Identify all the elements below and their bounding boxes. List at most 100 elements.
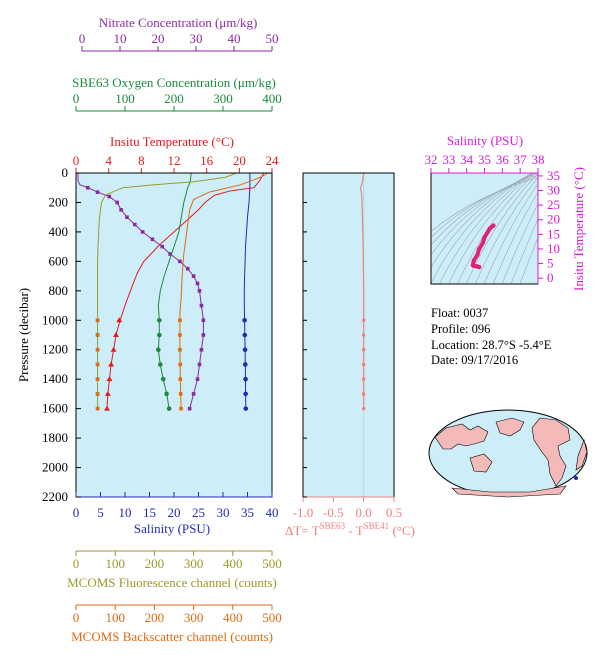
salinity-marker-6 [243, 406, 249, 411]
nitrate-concentration-marker-18 [201, 333, 206, 337]
salinity-line [243, 173, 251, 409]
info-profile: Profile: 096 [431, 322, 490, 336]
mcoms-backscatter-channel-marker-3 [95, 362, 100, 367]
sbe63-oxygen-concentration-marker-4 [160, 376, 166, 382]
nitrate-concentration-marker-16 [199, 303, 204, 308]
ts-temperature-tick-label-0: 0 [547, 270, 554, 285]
delta-plot-axes: -1.0 -0.5 0.0 0.5 [293, 172, 402, 520]
salinity-marker-2 [242, 347, 248, 353]
ts-salinity-tick-label-4: 36 [496, 152, 510, 167]
backscatter-axis-tick-label-0: 0 [73, 610, 80, 625]
temperature-axis-tick-label-0: 0 [73, 153, 80, 168]
info-date: Date: 09/17/2016 [431, 353, 518, 367]
sbe63-oxygen-concentration-marker-6 [166, 406, 172, 411]
insitu-temperature-marker-4 [106, 376, 113, 382]
ts-isopycnal-15 [519, 236, 538, 284]
fluorescence-axis-tick-label-0: 0 [73, 556, 80, 571]
delta-marker-3 [361, 362, 366, 367]
nitrate-axis-tick-label-3: 30 [190, 31, 203, 46]
nitrate-concentration-marker-7 [140, 230, 145, 234]
temperature-axis-tick-label-4: 16 [200, 153, 214, 168]
oxygen-axis-tick-label-2: 200 [164, 91, 184, 106]
salinity-axis-tick-label-2: 10 [119, 505, 132, 520]
ts-salinity-axis-title: Salinity (PSU) [447, 133, 523, 148]
insitu-temperature-marker-0 [116, 317, 123, 323]
delta-title-part-0: ΔT= T [285, 523, 320, 538]
sbe63-oxygen-concentration-marker-1 [157, 332, 162, 338]
fluorescence-axis-tick-label-1: 100 [105, 556, 125, 571]
ts-isopycnal-lines [431, 173, 538, 284]
nitrate-concentration-marker-8 [150, 237, 155, 242]
insitu-temperature-marker-2 [110, 346, 117, 352]
nitrate-concentration-marker-3 [115, 200, 119, 205]
map-landmass-australia [469, 453, 493, 473]
temperature-axis-tick-label-6: 24 [266, 153, 280, 168]
nitrate-concentration-marker-6 [133, 222, 137, 227]
ts-point-3 [482, 235, 487, 240]
insitu-temperature-marker-1 [113, 332, 120, 337]
pressure-axis-tick-label-6: 1200 [42, 342, 68, 357]
pressure-axis-tick-label-1: 200 [49, 194, 69, 209]
pressure-axis-tick-label-10: 2000 [42, 460, 68, 475]
ts-temperature-tick-label-7: 35 [547, 168, 560, 183]
temperature-axis-tick-label-1: 4 [105, 153, 112, 168]
insitu-temperature-line [106, 172, 265, 409]
pressure-axis-tick-label-9: 1800 [42, 430, 68, 445]
delta-axis-tick-label-2: 0.0 [356, 505, 372, 520]
fluorescence-axis-tick-label-2: 200 [145, 556, 165, 571]
map-landmass-americas [531, 417, 571, 487]
mcoms-backscatter-channel-marker-1 [95, 333, 100, 337]
delta-axis-tick-label-1: -0.5 [323, 505, 344, 520]
ts-salinity-tick-label-0: 32 [425, 152, 438, 167]
oxygen-axis-tick-label-4: 400 [262, 91, 282, 106]
delta-marker-5 [361, 392, 366, 396]
mcoms-backscatter-channel-marker-8 [178, 333, 182, 337]
ts-isopycnal-6 [439, 173, 533, 284]
nitrate-concentration-marker-15 [197, 289, 202, 293]
pressure-axis-tick-label-4: 800 [49, 283, 69, 298]
ts-salinity-tick-label-2: 34 [460, 152, 474, 167]
ts-point-4 [480, 240, 485, 246]
ts-point-11 [476, 264, 482, 270]
ts-isopycnal-0 [431, 176, 538, 232]
mcoms-backscatter-channel-marker-0 [95, 318, 100, 323]
temperature-axis-tick-label-5: 20 [233, 153, 246, 168]
delta-line [359, 172, 365, 409]
world-map [428, 409, 588, 498]
nitrate-axis-tick-label-0: 0 [79, 31, 86, 46]
map-landmass-africa [575, 438, 588, 471]
mcoms-backscatter-channel-marker-4 [95, 377, 100, 381]
nitrate-concentration-marker-20 [197, 362, 202, 367]
main-plot-series [77, 172, 269, 411]
temperature-axis-title: Insitu Temperature (°C) [110, 134, 234, 149]
ts-salinity-tick-label-3: 35 [478, 152, 491, 167]
map-landmass-antarctica [451, 485, 567, 498]
delta-plot-background [303, 173, 394, 497]
oxygen-axis-title: SBE63 Oxygen Concentration (μm/kg) [72, 75, 276, 90]
nitrate-concentration-marker-23 [187, 406, 192, 411]
temperature-axis-tick-label-3: 12 [168, 153, 181, 168]
nitrate-concentration-marker-0 [85, 185, 90, 190]
ts-temperature-tick-label-1: 5 [547, 256, 554, 271]
nitrate-axis-tick-label-5: 50 [266, 31, 279, 46]
ts-isopycnal-8 [457, 173, 537, 284]
nitrate-concentration-marker-12 [185, 266, 190, 271]
delta-marker-2 [361, 347, 366, 352]
mcoms-backscatter-channel-marker-5 [95, 392, 100, 396]
delta-marker-1 [361, 333, 366, 337]
oxygen-axis-tick-label-3: 300 [213, 91, 233, 106]
oxygen-axis-tick-label-1: 100 [115, 91, 135, 106]
pressure-axis-tick-label-8: 1600 [42, 401, 68, 416]
ts-isopycnal-4 [431, 173, 534, 269]
nitrate-concentration-marker-9 [160, 244, 165, 249]
nitrate-axis-title: Nitrate Concentration (μm/kg) [99, 15, 258, 30]
ts-isopycnal-13 [501, 203, 538, 284]
mcoms-backscatter-channel-marker-6 [95, 406, 100, 411]
delta-axis-title: ΔT= TSBE63 - TSBE41 (°C) [285, 521, 415, 538]
salinity-axis-tick-label-8: 40 [266, 505, 279, 520]
fluorescence-axis-tick-label-4: 400 [223, 556, 243, 571]
nitrate-concentration-marker-13 [191, 274, 196, 278]
pressure-axis-tick-label-7: 1400 [42, 371, 68, 386]
nitrate-concentration-marker-10 [168, 252, 172, 256]
salinity-axis-tick-label-0: 0 [73, 505, 80, 520]
